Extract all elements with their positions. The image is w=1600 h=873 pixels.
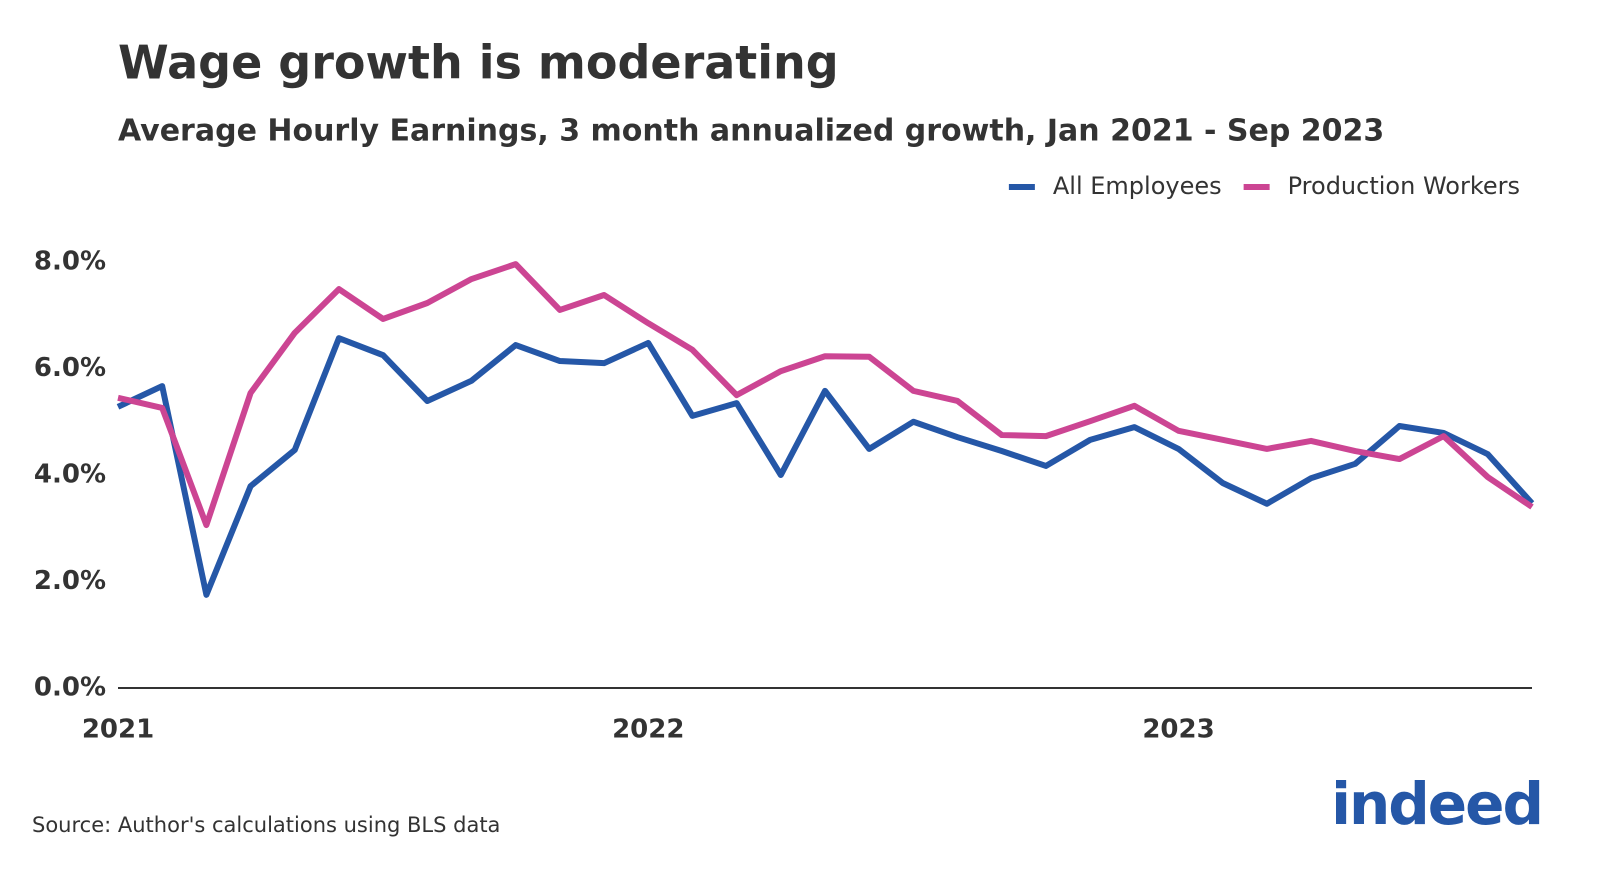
line-series: [117, 261, 1534, 529]
x-tick-label: 2022: [612, 715, 684, 745]
y-tick-label: 2.0%: [34, 566, 106, 596]
x-tick-label: 2023: [1142, 715, 1214, 745]
y-tick-label: 6.0%: [34, 353, 106, 383]
logo: indeed: [1331, 770, 1542, 838]
y-tick-label: 8.0%: [34, 247, 106, 277]
legend-label: All Employees: [1053, 172, 1222, 200]
legend-label: Production Workers: [1288, 172, 1520, 200]
line-series: [116, 335, 1535, 598]
source-note: Source: Author's calculations using BLS …: [32, 813, 500, 837]
y-tick-label: 0.0%: [34, 673, 106, 703]
y-tick-label: 4.0%: [34, 460, 106, 490]
chart-subtitle: Average Hourly Earnings, 3 month annuali…: [118, 114, 1384, 149]
chart-title: Wage growth is moderating: [118, 36, 839, 90]
x-tick-label: 2021: [82, 715, 154, 745]
